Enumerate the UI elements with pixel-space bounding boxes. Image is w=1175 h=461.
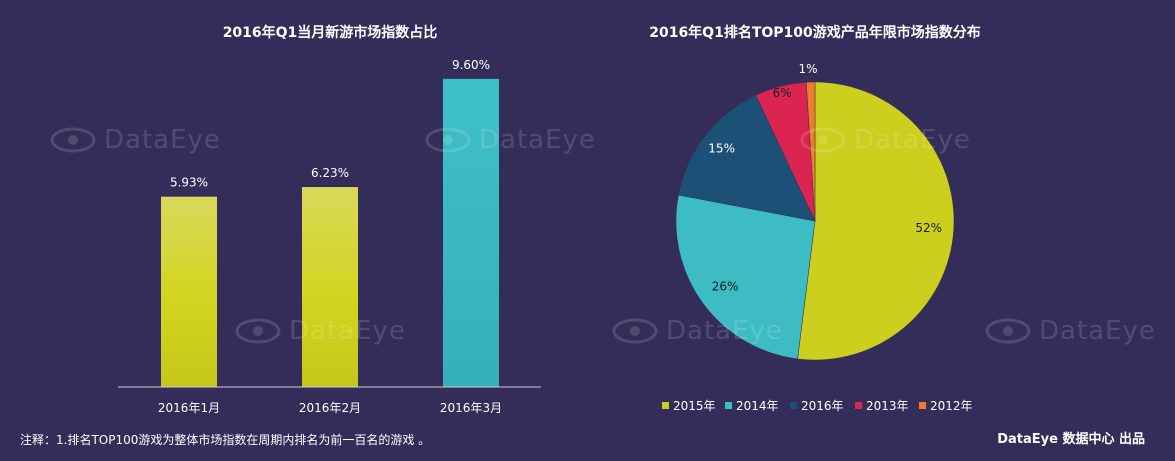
watermark: DataEye <box>50 125 221 155</box>
eye-icon <box>50 127 96 153</box>
legend-swatch <box>790 402 797 409</box>
bar-value-label: 9.60% <box>452 58 490 72</box>
watermark: DataEye <box>235 316 406 346</box>
pie-chart: 2016年Q1排名TOP100游戏产品年限市场指数分布 52% 26% 15% 6% 1… <box>649 24 981 413</box>
bar-2 <box>302 187 358 387</box>
legend-label: 2013年 <box>866 399 909 413</box>
x-tick-label: 2016年2月 <box>299 401 361 415</box>
pie-slice-1 <box>797 81 955 361</box>
eye-icon <box>425 127 471 153</box>
eye-icon <box>800 127 846 153</box>
bar-value-label: 6.23% <box>311 166 349 180</box>
bar-chart-title: 2016年Q1当月新游市场指数占比 <box>223 24 438 41</box>
bar-group <box>161 78 499 387</box>
pie-slice-label: 1% <box>798 62 817 76</box>
eye-icon <box>985 318 1031 344</box>
legend-swatch <box>919 402 926 409</box>
legend-label: 2014年 <box>736 399 779 413</box>
pie-chart-title: 2016年Q1排名TOP100游戏产品年限市场指数分布 <box>649 24 981 41</box>
x-tick-label: 2016年3月 <box>440 401 502 415</box>
watermark: DataEye <box>800 125 971 155</box>
pie-legend: 2015年 2014年 2016年 2013年 2012年 <box>662 399 973 413</box>
watermark: DataEye <box>985 316 1156 346</box>
eye-icon <box>235 318 281 344</box>
pie-slice-label: 15% <box>708 142 735 156</box>
legend-label: 2016年 <box>801 399 844 413</box>
bar-value-labels: 5.93% 6.23% 9.60% <box>170 58 490 190</box>
legend-label: 2015年 <box>673 399 716 413</box>
pie-slice-label: 26% <box>712 279 739 293</box>
x-tick-labels: 2016年1月 2016年2月 2016年3月 <box>158 401 502 415</box>
legend-swatch <box>725 402 732 409</box>
x-tick-label: 2016年1月 <box>158 401 220 415</box>
eye-icon <box>612 318 658 344</box>
legend-label: 2012年 <box>930 399 973 413</box>
watermark: DataEye <box>612 316 783 346</box>
bar-1 <box>161 196 217 387</box>
watermark: DataEye <box>425 125 596 155</box>
legend-swatch <box>855 402 862 409</box>
pie-slice-labels: 52% 26% 15% 6% 1% <box>708 62 942 293</box>
pie-slice-2 <box>675 194 816 360</box>
bar-value-label: 5.93% <box>170 176 208 190</box>
pie-slices <box>675 81 955 361</box>
pie-slice-3 <box>678 94 816 222</box>
credit-label: DataEye 数据中心 出品 <box>997 432 1145 447</box>
pie-slice-label: 52% <box>915 221 942 235</box>
bar-3 <box>443 78 499 387</box>
legend-swatch <box>662 402 669 409</box>
pie-slice-label: 6% <box>773 86 792 100</box>
bar-chart: 2016年Q1当月新游市场指数占比 5.93% 6.23% 9.60% 2016年1… <box>118 24 541 415</box>
pie-slice-5 <box>806 81 816 222</box>
footnote: 注释：1.排名TOP100游戏为整体市场指数在周期内排名为前一百名的游戏 。 <box>20 433 431 447</box>
